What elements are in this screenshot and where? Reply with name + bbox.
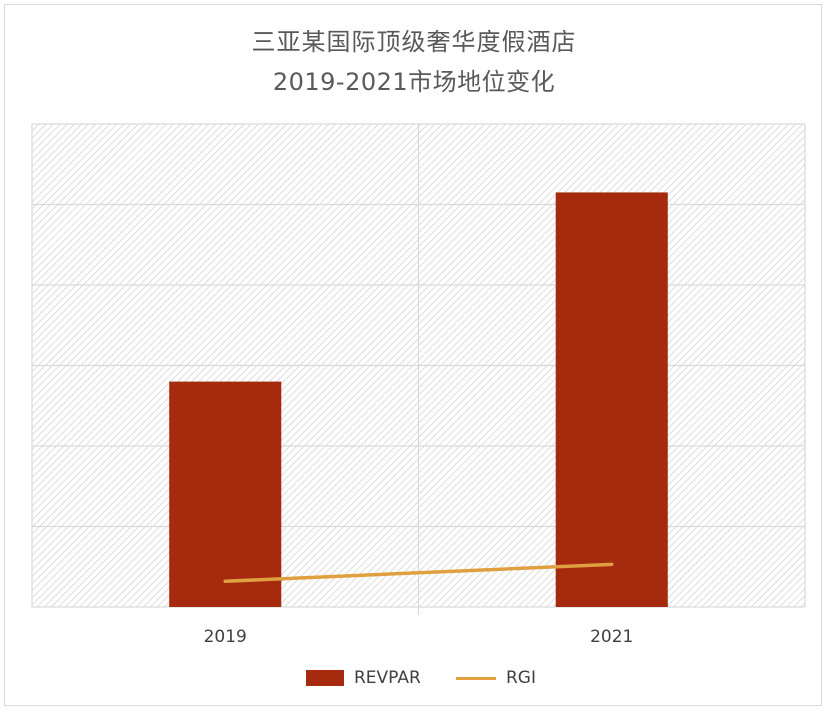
rgi-line <box>223 562 614 583</box>
line-rgi <box>223 562 614 583</box>
legend-swatch-revpar <box>306 670 344 686</box>
legend-item-rgi: RGI <box>456 666 536 690</box>
gridlines <box>31 123 806 615</box>
legend-item-revpar: REVPAR <box>306 666 421 690</box>
bar-revpar-2019 <box>169 381 282 607</box>
x-tick-label-2021: 2021 <box>590 627 633 647</box>
legend-swatch-rgi <box>456 676 496 680</box>
point-rgi-2019 <box>223 579 227 583</box>
legend: REVPAR RGI <box>0 666 828 690</box>
chart-title-line-2: 2019-2021市场地位变化 <box>272 68 556 96</box>
point-rgi-2021 <box>610 562 614 566</box>
bars <box>169 192 668 608</box>
legend-label-rgi: RGI <box>506 668 536 688</box>
chart-title-line-1: 三亚某国际顶级奢华度假酒店 <box>251 28 577 56</box>
x-tick-labels: 2019 2021 <box>204 627 634 647</box>
legend-label-revpar: REVPAR <box>354 668 421 688</box>
x-tick-label-2019: 2019 <box>204 627 247 647</box>
bar-revpar-2021 <box>555 192 668 608</box>
chart-frame <box>4 4 822 706</box>
